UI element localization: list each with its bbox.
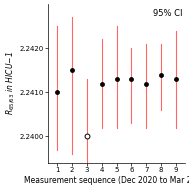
Y-axis label: $R_{65/63}$ in HICU−1: $R_{65/63}$ in HICU−1 [4, 52, 17, 115]
Text: 95% CI: 95% CI [153, 9, 182, 18]
X-axis label: Measurement sequence (Dec 2020 to Mar 2021): Measurement sequence (Dec 2020 to Mar 20… [24, 176, 189, 185]
